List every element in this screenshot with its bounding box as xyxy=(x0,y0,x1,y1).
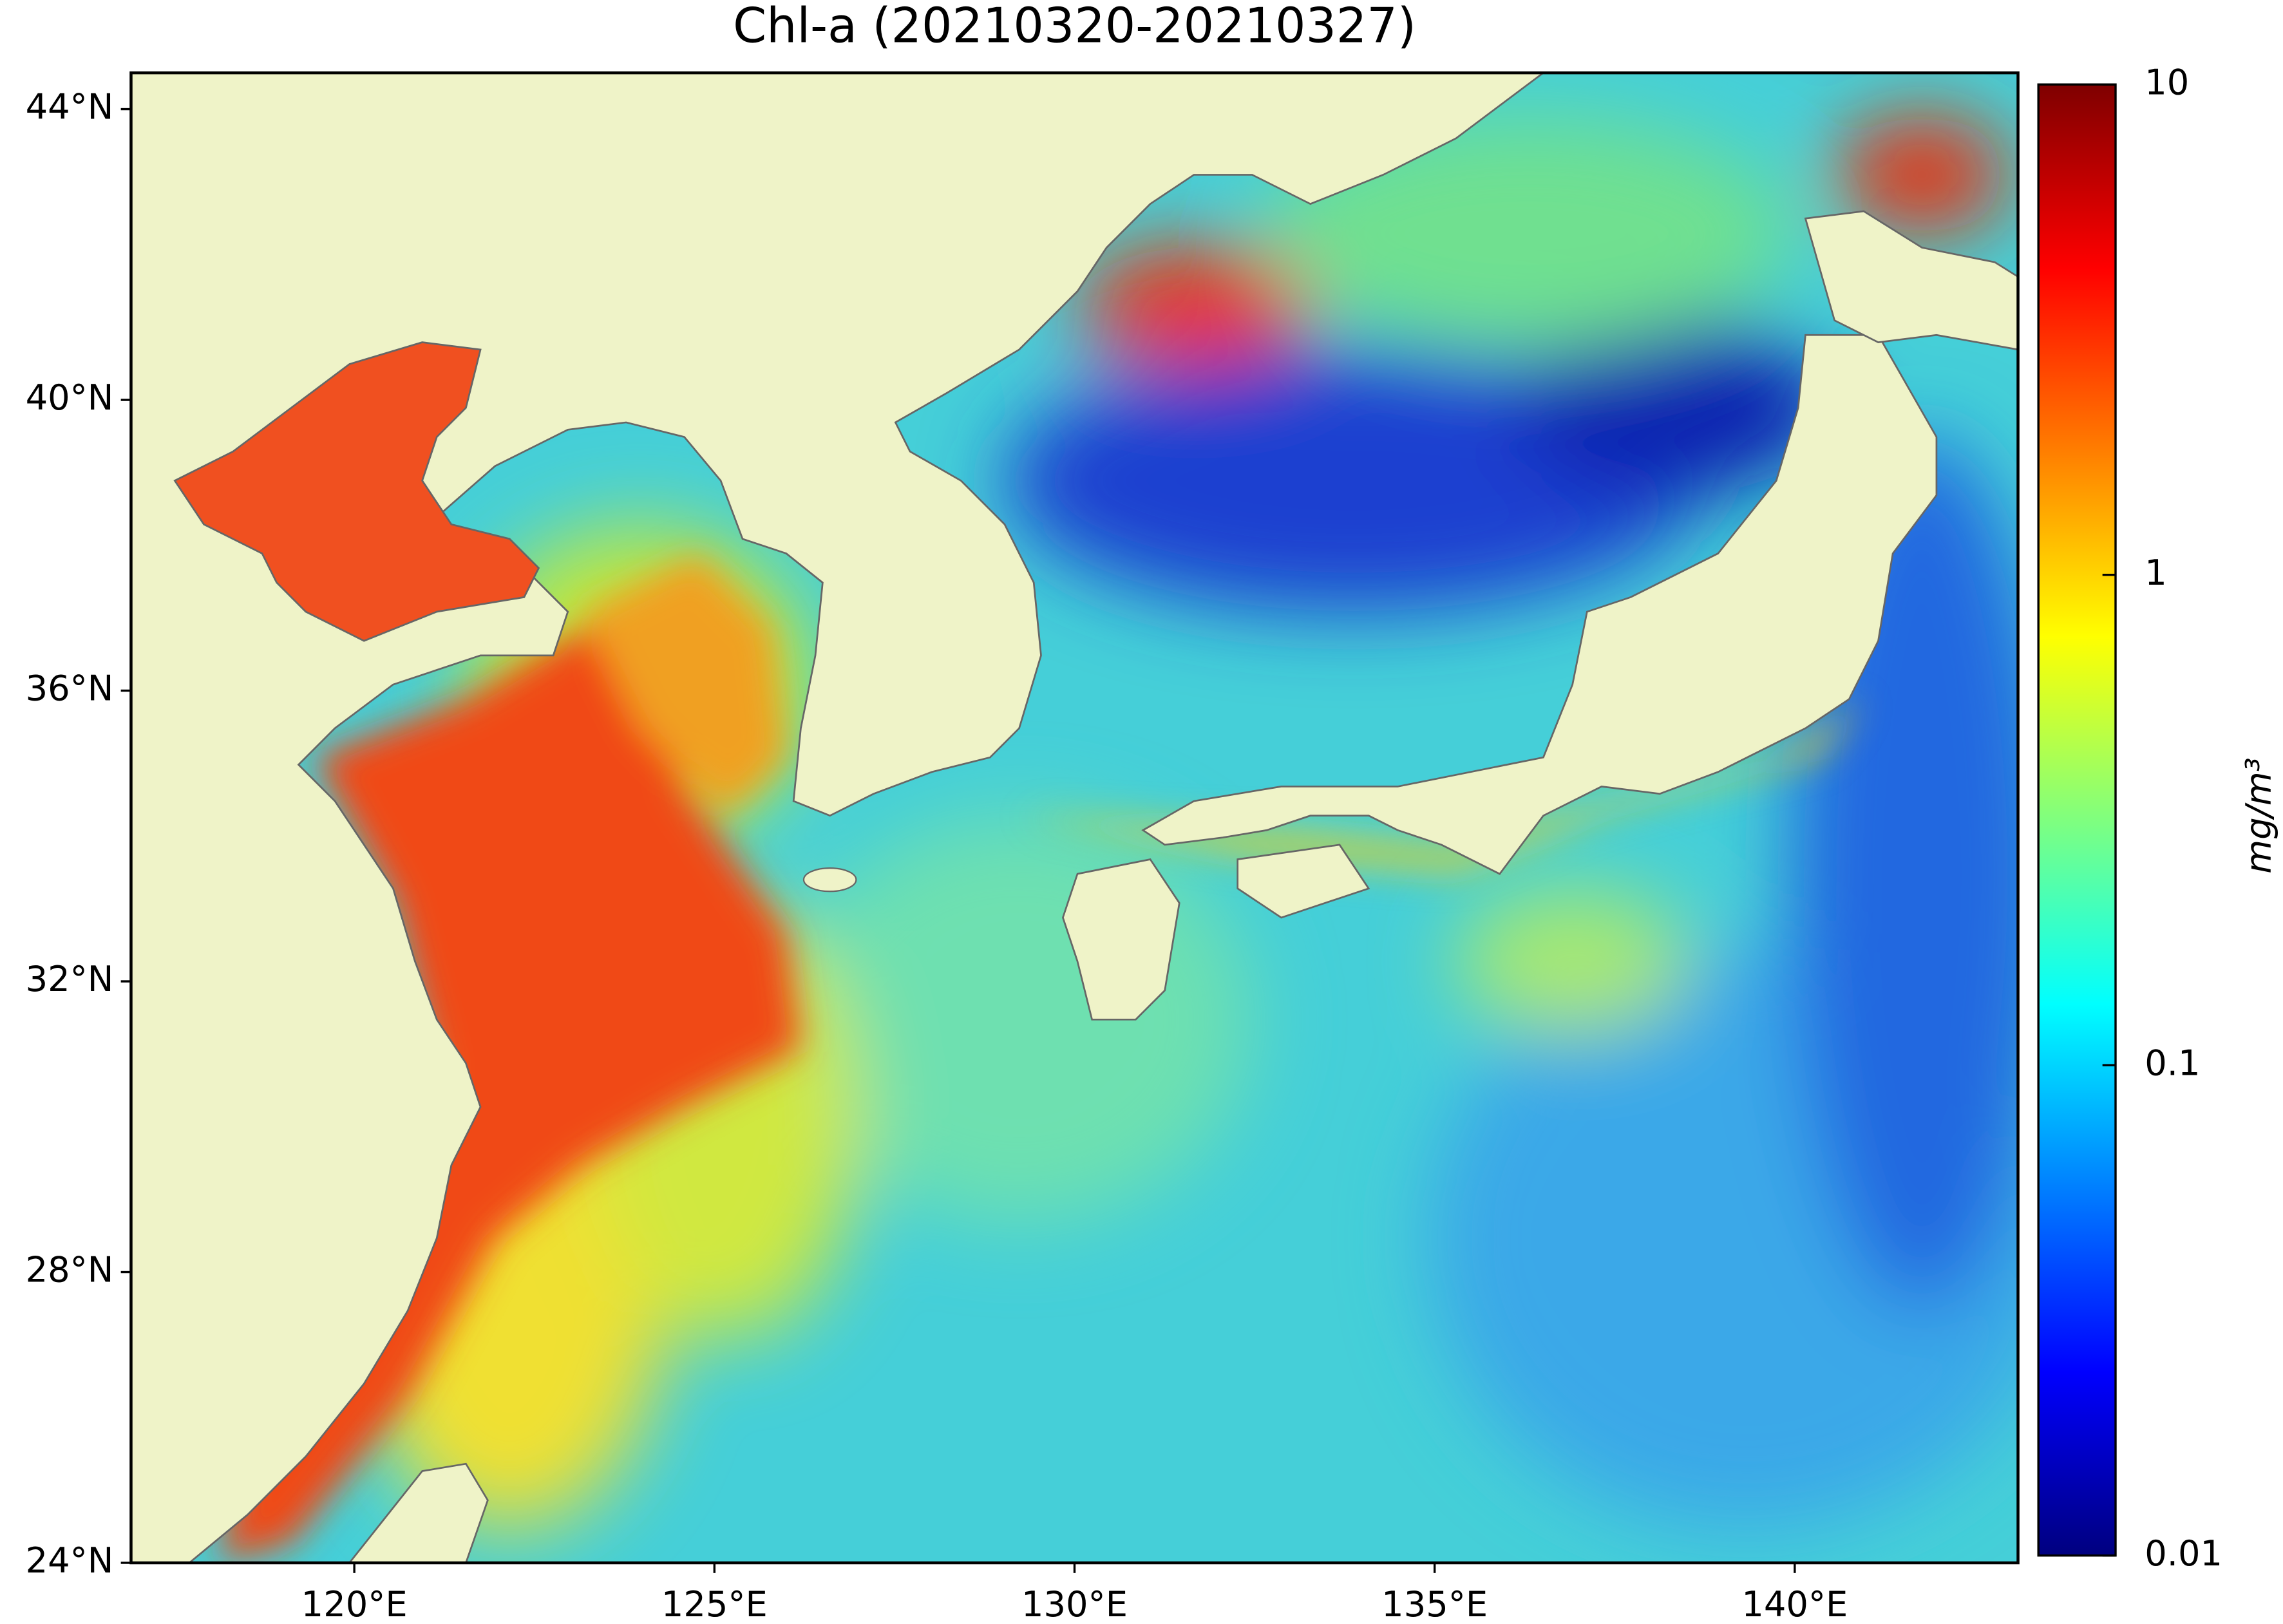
x-tick-label: 130°E xyxy=(1021,1584,1128,1624)
land-honshu xyxy=(1141,334,1938,875)
x-tick-label: 140°E xyxy=(1741,1584,1848,1624)
x-tick-label: 135°E xyxy=(1381,1584,1488,1624)
y-tick-label: 24°N xyxy=(26,1540,114,1581)
land-hokkaido xyxy=(1804,210,2018,351)
land-taiwan xyxy=(348,1462,489,1563)
y-tick-label: 28°N xyxy=(26,1250,114,1290)
y-tick-label: 36°N xyxy=(26,668,114,709)
y-tick-label: 44°N xyxy=(26,87,114,127)
land-jeju xyxy=(802,867,857,892)
x-tick-label: 120°E xyxy=(301,1584,408,1624)
colorbar-tick-label: 0.1 xyxy=(2145,1043,2200,1083)
colorbar-tick-label: 0.01 xyxy=(2145,1533,2222,1574)
bohai-sea xyxy=(173,341,540,642)
colorbar-tick-label: 1 xyxy=(2145,552,2167,593)
colorbar-label: mg/m³ xyxy=(2239,758,2279,874)
x-tick-label: 125°E xyxy=(661,1584,768,1624)
land-mainland xyxy=(131,73,1545,1563)
colorbar xyxy=(2037,83,2117,1557)
land-kyushu xyxy=(1061,858,1180,1021)
colorbar-tick-label: 10 xyxy=(2145,62,2189,102)
y-tick-label: 40°N xyxy=(26,377,114,418)
map-area xyxy=(131,73,2018,1563)
y-tick-label: 32°N xyxy=(26,959,114,999)
land-shikoku xyxy=(1236,844,1370,919)
map-title: Chl-a (20210320-20210327) xyxy=(733,0,1416,54)
